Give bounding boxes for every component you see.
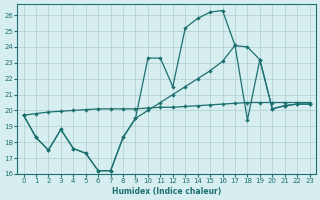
- X-axis label: Humidex (Indice chaleur): Humidex (Indice chaleur): [112, 187, 221, 196]
